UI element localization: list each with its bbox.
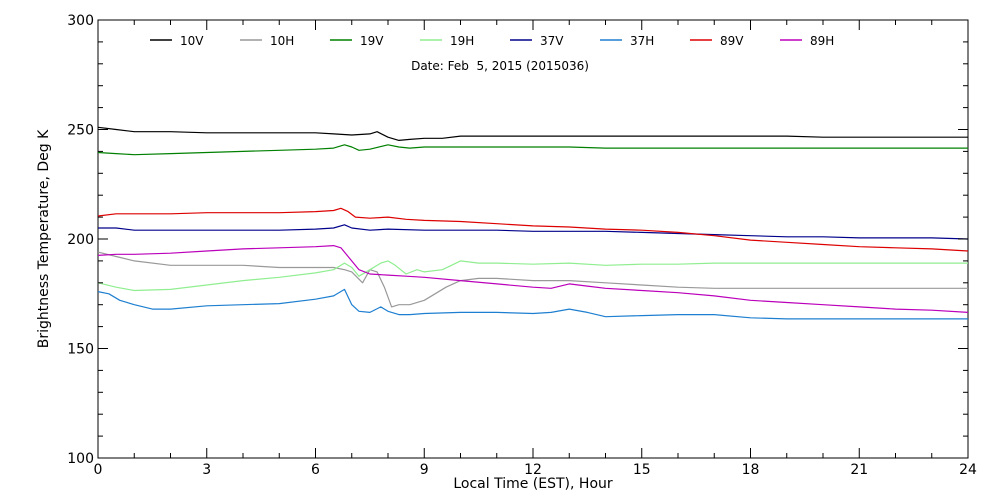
x-tick-label: 12 [524,462,542,478]
chart-subtitle: Date: Feb 5, 2015 (2015036) [411,59,589,73]
x-tick-label: 18 [742,462,760,478]
series-layer [97,126,969,320]
y-tick-label: 250 [67,123,94,139]
x-tick-label: 15 [633,462,651,478]
legend-label-10v: 10V [180,34,204,48]
series-line-10v [97,126,968,141]
series-line-19v [97,144,968,156]
legend: 10V 10H 19V 19H 37V 37H 89V 89H [150,34,834,48]
tick-layer: 0 3 6 9 12 15 18 21 24 100 150 200 250 300 [67,13,977,478]
legend-label-37h: 37H [630,34,654,48]
x-tick-label: 6 [311,462,320,478]
x-tick-label: 9 [420,462,429,478]
legend-label-19v: 19V [360,34,384,48]
y-tick-label: 300 [67,13,94,29]
legend-label-37v: 37V [540,34,564,48]
series-line-10h [97,251,968,308]
x-axis-title: Local Time (EST), Hour [453,476,613,492]
series-line-37h [97,288,968,320]
legend-label-19h: 19H [450,34,474,48]
legend-label-10h: 10H [270,34,294,48]
y-tick-label: 200 [67,232,94,248]
y-tick-label: 100 [67,451,94,467]
series-line-89h [97,245,969,313]
x-tick-label: 0 [94,462,103,478]
y-axis-title: Brightness Temperature, Deg K [36,129,52,348]
x-tick-label: 24 [959,462,977,478]
x-tick-label: 3 [202,462,211,478]
series-line-37v [98,224,969,240]
plot-frame [97,19,969,459]
series-line-89v [97,207,969,252]
legend-label-89v: 89V [720,34,744,48]
legend-label-89h: 89H [810,34,834,48]
series-line-19h [97,260,968,292]
x-tick-label: 21 [850,462,868,478]
y-tick-label: 150 [67,342,94,358]
